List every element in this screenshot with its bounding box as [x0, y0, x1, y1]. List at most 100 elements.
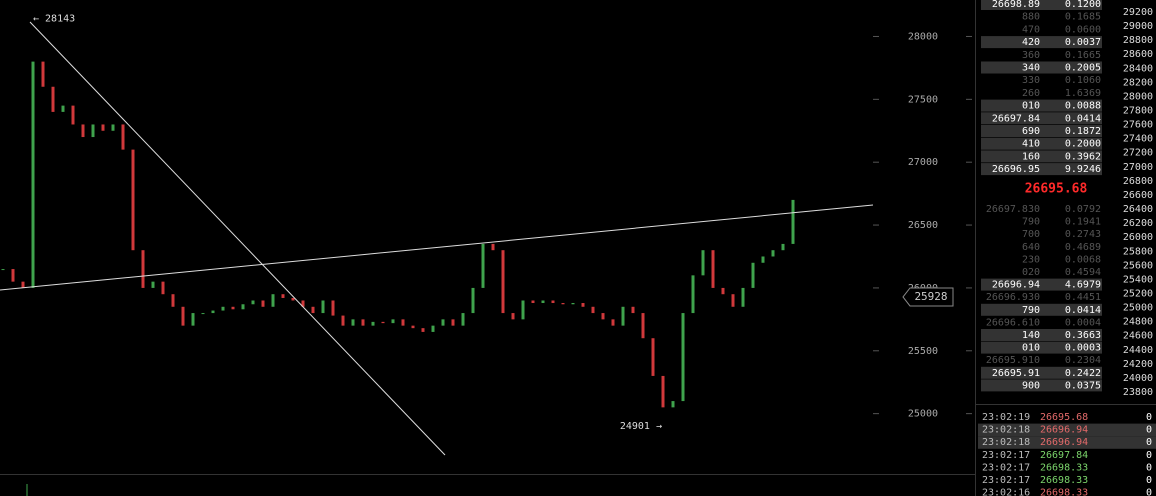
y-tick-label: 25500	[908, 346, 938, 357]
book-scale-label: 27600	[1123, 120, 1153, 131]
candles	[1, 61, 795, 408]
book-price: 230	[1022, 254, 1040, 265]
book-price: 26696.95	[992, 164, 1040, 175]
book-price: 880	[1022, 12, 1040, 23]
candle	[421, 328, 425, 332]
candle	[91, 124, 95, 138]
book-row-bg	[981, 61, 1102, 74]
candle	[681, 313, 685, 402]
trade-time: 23:02:17	[982, 475, 1030, 486]
trend-line	[29, 21, 446, 456]
trade-amount: 0	[1146, 425, 1152, 436]
candle	[311, 306, 315, 314]
candle	[531, 300, 535, 304]
trade-amount: 0	[1146, 412, 1152, 423]
candle	[791, 199, 795, 244]
candle	[1, 269, 5, 271]
book-scale-label: 28400	[1123, 63, 1153, 74]
candle	[131, 149, 135, 251]
book-price: 020	[1022, 267, 1040, 278]
book-amount: 0.0414	[1065, 305, 1101, 316]
annotation: ← 28143	[33, 13, 75, 24]
trade-price: 26695.68	[1040, 412, 1088, 423]
book-scale-label: 25000	[1123, 303, 1153, 314]
candle	[671, 401, 675, 408]
book-price: 26698.89	[992, 0, 1040, 10]
book-price: 340	[1022, 63, 1040, 74]
book-row-bg	[981, 36, 1102, 49]
candle	[691, 275, 695, 314]
trade-row-bg	[978, 436, 1156, 449]
y-tick-label: 26500	[908, 220, 938, 231]
book-scale-label: 26800	[1123, 176, 1153, 187]
book-row-bg	[981, 379, 1102, 392]
candle	[561, 303, 565, 305]
candle	[741, 287, 745, 307]
book-amount: 0.0792	[1065, 204, 1101, 215]
candle	[301, 300, 305, 307]
book-row-bg	[981, 278, 1102, 291]
book-scale-label: 29000	[1123, 21, 1153, 32]
trade-time: 23:02:17	[982, 450, 1030, 461]
candle	[181, 306, 185, 326]
candle	[231, 306, 235, 310]
candle	[521, 300, 525, 320]
book-row-bg	[981, 137, 1102, 150]
book-price: 260	[1022, 88, 1040, 99]
candle	[481, 243, 485, 288]
trade-price: 26698.33	[1040, 488, 1088, 496]
book-price: 010	[1022, 101, 1040, 112]
candle	[71, 105, 75, 125]
annotation: 24901 →	[620, 421, 662, 432]
book-amount: 0.0003	[1065, 343, 1101, 354]
candle	[661, 375, 665, 408]
candle	[161, 281, 165, 295]
candle	[581, 303, 585, 307]
candle	[171, 294, 175, 307]
book-amount: 0.1941	[1065, 217, 1101, 228]
book-price: 010	[1022, 343, 1040, 354]
candle	[751, 262, 755, 288]
book-scale-label: 25600	[1123, 260, 1153, 271]
candle	[771, 250, 775, 257]
book-row-bg	[981, 112, 1102, 125]
book-scale-label: 25200	[1123, 288, 1153, 299]
trade-time: 23:02:19	[982, 412, 1030, 423]
book-price: 470	[1022, 24, 1040, 35]
last-price: 26695.68	[1025, 182, 1088, 197]
book-amount: 0.0004	[1065, 317, 1101, 328]
candle	[431, 325, 435, 332]
trade-row-bg	[978, 423, 1156, 437]
trade-time: 23:02:17	[982, 462, 1030, 473]
book-price: 26695.91	[992, 368, 1040, 379]
candle	[541, 300, 545, 304]
candle	[21, 281, 25, 288]
book-amount: 0.4451	[1065, 292, 1101, 303]
candle	[401, 319, 405, 326]
candle	[11, 269, 15, 282]
order-book: 29200 29000 28800 28600 28400 28200 28000 27800…	[981, 0, 1153, 398]
candle	[761, 256, 765, 263]
candle	[221, 306, 225, 311]
book-scale-label: 26200	[1123, 218, 1153, 229]
candle	[331, 300, 335, 316]
book-amount: 0.2422	[1065, 368, 1101, 379]
book-scale-label: 28800	[1123, 35, 1153, 46]
candle	[461, 313, 465, 326]
book-amount: 9.9246	[1065, 164, 1101, 175]
candle	[731, 294, 735, 307]
trade-price: 26696.94	[1040, 425, 1088, 436]
candle	[191, 313, 195, 326]
candle	[511, 313, 515, 320]
price-tag-box	[902, 287, 954, 307]
candle	[291, 297, 295, 301]
book-amount: 0.1872	[1065, 126, 1101, 137]
candle	[631, 306, 635, 314]
book-scale-label: 25400	[1123, 274, 1153, 285]
candle	[601, 313, 605, 320]
candle	[471, 287, 475, 314]
candle	[591, 306, 595, 314]
book-amount: 0.0414	[1065, 113, 1101, 124]
trades: 23:02:19 26695.68 0 23:02:18 26696.94 0 23:02:…	[978, 412, 1156, 496]
book-row-bg	[981, 99, 1102, 112]
